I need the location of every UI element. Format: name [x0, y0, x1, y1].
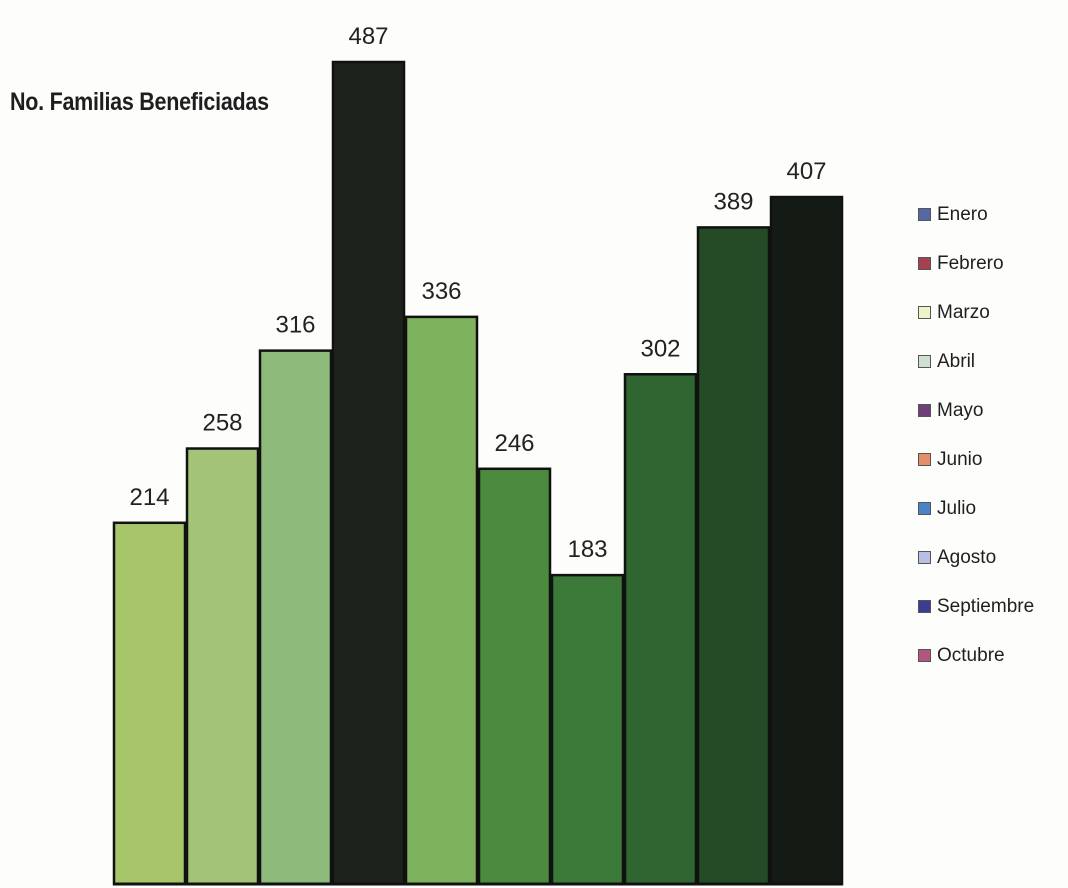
legend-label: Septiembre [937, 595, 1035, 617]
bar-value-labels: 214 258 316 487 336 246 183 302 389 407 [129, 23, 826, 563]
legend-swatch [918, 600, 931, 613]
legend-label: Julio [937, 497, 977, 519]
legend-label: Agosto [937, 546, 997, 568]
legend-swatch [918, 208, 931, 221]
legend-swatch [918, 649, 931, 662]
bar-value-label: 407 [786, 158, 826, 185]
bars-group [112, 60, 844, 886]
legend-item: Agosto [900, 533, 1034, 582]
legend-swatch [918, 453, 931, 466]
legend-item: Octubre [900, 631, 1034, 680]
legend-swatch [918, 257, 931, 270]
legend-label: Octubre [937, 644, 1005, 666]
bar-febrero [185, 447, 260, 886]
bar-value-label: 316 [275, 312, 315, 339]
bar-junio [477, 467, 552, 886]
chart-legend: Enero Febrero Marzo Abril Mayo Junio Julio Agos… [900, 190, 1034, 680]
legend-label: Marzo [937, 301, 990, 323]
legend-label: Junio [937, 448, 983, 470]
legend-label: Enero [937, 203, 988, 225]
legend-label: Abril [937, 350, 976, 372]
bar-abril [331, 60, 406, 886]
legend-label: Mayo [937, 399, 984, 421]
bar-mayo [404, 315, 479, 886]
bar-value-label: 336 [421, 278, 461, 305]
chart-title: No. Familias Beneficiadas [10, 88, 269, 116]
bar-agosto [623, 373, 698, 886]
legend-item: Junio [900, 435, 1034, 484]
legend-item: Julio [900, 484, 1034, 533]
bar-value-label: 183 [567, 536, 607, 563]
legend-swatch [918, 404, 931, 417]
legend-item: Septiembre [900, 582, 1034, 631]
legend-swatch [918, 306, 931, 319]
legend-item: Mayo [900, 386, 1034, 435]
bar-value-label: 246 [494, 430, 534, 457]
bar-marzo [258, 349, 333, 886]
bar-value-label: 258 [202, 410, 242, 437]
bar-enero [112, 521, 187, 886]
legend-item: Enero [900, 190, 1034, 239]
legend-swatch [918, 502, 931, 515]
legend-swatch [918, 355, 931, 368]
bar-value-label: 487 [348, 23, 388, 50]
bar-septiembre [696, 226, 771, 886]
legend-label: Febrero [937, 252, 1004, 274]
legend-swatch [918, 551, 931, 564]
bar-julio [550, 573, 625, 886]
bar-value-label: 214 [129, 484, 169, 511]
bar-value-label: 302 [640, 335, 680, 362]
legend-item: Abril [900, 337, 1034, 386]
bar-octubre [769, 195, 844, 886]
legend-item: Marzo [900, 288, 1034, 337]
legend-item: Febrero [900, 239, 1034, 288]
bar-value-label: 389 [713, 188, 753, 215]
